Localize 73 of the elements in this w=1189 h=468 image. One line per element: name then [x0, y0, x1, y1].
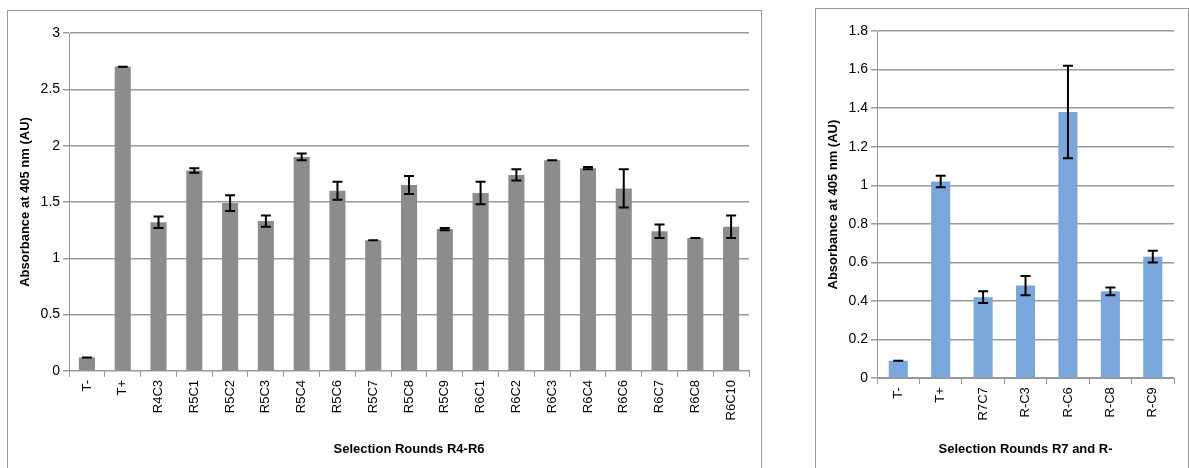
- bar: [1143, 256, 1163, 378]
- y-tick-label: 1: [860, 176, 869, 193]
- x-axis-title: Selection Rounds R7 and R-: [938, 440, 1113, 456]
- bar: [114, 66, 131, 371]
- x-tick-label: R5C9: [436, 379, 452, 414]
- y-tick-label: 0.5: [40, 305, 61, 322]
- x-tick-label: R6C8: [686, 379, 702, 414]
- bar: [508, 174, 525, 371]
- x-tick-label: T-: [78, 379, 94, 392]
- y-tick-label: 1.5: [40, 192, 61, 209]
- bar: [1058, 112, 1078, 378]
- x-tick-label: R5C6: [329, 379, 345, 414]
- bar: [472, 192, 489, 371]
- x-tick-label: R-C9: [1144, 387, 1160, 418]
- x-tick-label: T-: [889, 387, 905, 399]
- y-tick-label: 2.5: [40, 80, 61, 97]
- bar: [888, 360, 908, 378]
- bar: [1100, 291, 1120, 378]
- x-tick-label: R5C3: [257, 379, 273, 414]
- bar: [651, 231, 668, 371]
- x-tick-label: R6C7: [651, 379, 667, 414]
- x-tick-label: R5C8: [400, 379, 416, 414]
- bar: [365, 240, 382, 371]
- y-tick-label: 0.2: [848, 330, 869, 347]
- x-tick-label: R6C4: [579, 379, 595, 414]
- y-tick-label: 0: [860, 369, 869, 386]
- x-tick-label: R6C1: [472, 379, 488, 414]
- x-tick-label: R-C3: [1017, 387, 1033, 418]
- y-axis-title: Absorbance at 405 nm (AU): [825, 119, 841, 290]
- bar: [436, 229, 453, 371]
- bar: [257, 221, 274, 371]
- bar: [1015, 285, 1036, 378]
- bar: [293, 156, 310, 371]
- bar: [615, 188, 632, 371]
- y-tick-label: 0.6: [848, 253, 869, 270]
- y-tick-label: 3: [52, 23, 61, 40]
- x-tick-label: R5C4: [293, 379, 309, 414]
- bar: [931, 181, 951, 378]
- x-tick-label: R4C3: [150, 379, 166, 414]
- x-tick-label: T+: [114, 379, 130, 396]
- y-axis-title: Absorbance at 405 nm (AU): [17, 117, 33, 287]
- y-tick-label: 2: [52, 136, 61, 153]
- bar: [687, 238, 704, 371]
- x-tick-label: R5C1: [185, 379, 201, 414]
- bar: [329, 190, 346, 371]
- bar: [150, 222, 167, 371]
- y-tick-label: 0: [52, 361, 61, 378]
- x-tick-label: R7C7: [974, 387, 990, 421]
- x-tick-label: R5C2: [221, 379, 237, 414]
- bar: [544, 160, 561, 371]
- bar: [78, 357, 96, 371]
- x-axis-title: Selection Rounds R4-R6: [333, 440, 485, 456]
- x-tick-label: R5C7: [364, 379, 380, 414]
- y-tick-label: 0.4: [848, 291, 869, 308]
- x-tick-label: R6C10: [722, 379, 738, 421]
- x-tick-label: R-C6: [1059, 387, 1075, 418]
- bar: [400, 185, 418, 371]
- x-tick-label: R6C3: [543, 379, 559, 414]
- bar: [222, 203, 239, 371]
- bar: [579, 168, 597, 371]
- y-tick-label: 1: [52, 249, 61, 266]
- x-tick-label: R6C2: [507, 379, 523, 414]
- bar: [186, 170, 203, 371]
- x-tick-label: R-C8: [1101, 387, 1117, 418]
- x-tick-label: R6C6: [615, 379, 631, 414]
- y-tick-label: 0.8: [848, 214, 869, 231]
- x-tick-label: T+: [932, 387, 948, 403]
- y-tick-label: 1.8: [848, 21, 869, 38]
- bar: [723, 226, 740, 371]
- y-tick-label: 1.6: [848, 60, 869, 77]
- y-tick-label: 1.4: [848, 99, 869, 116]
- bar: [973, 297, 993, 378]
- y-tick-label: 1.2: [848, 137, 869, 154]
